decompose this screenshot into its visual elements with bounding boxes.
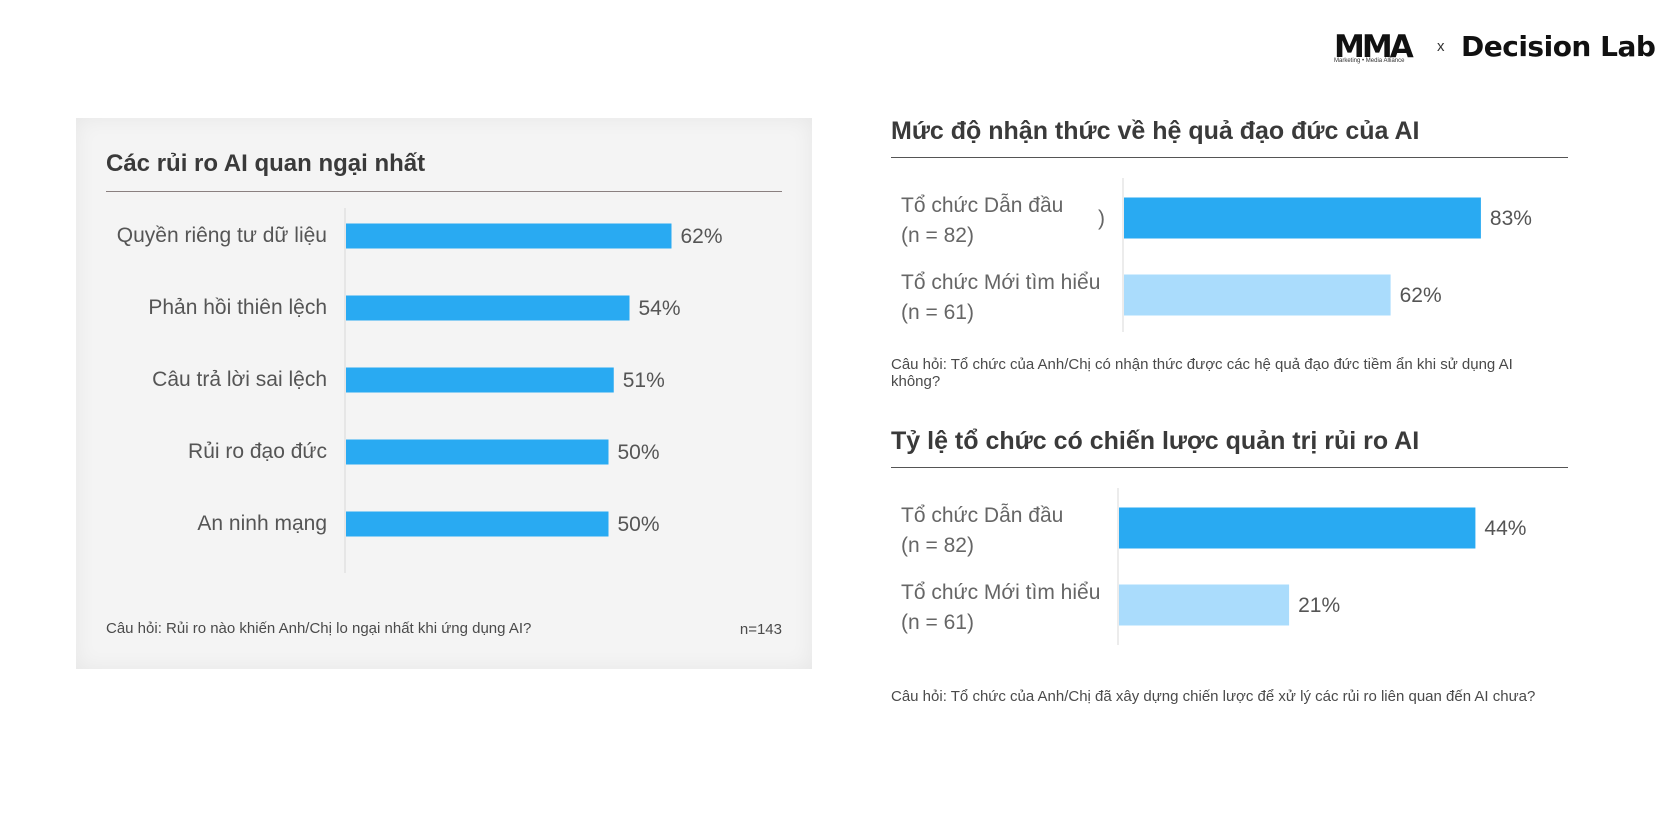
chart-title: Tỷ lệ tổ chức có chiến lược quản trị rủi… xyxy=(891,427,1420,455)
title-rule xyxy=(891,467,1568,468)
question-text: Câu hỏi: Tổ chức của Anh/Chị có nhận thứ… xyxy=(891,356,1513,390)
category-label: Tổ chức Dẫn đầu xyxy=(901,194,1063,217)
value-label: 62% xyxy=(681,225,723,248)
category-sublabel: (n = 82) xyxy=(901,534,974,557)
category-sublabel: (n = 82) xyxy=(901,224,974,247)
category-label: Câu trả lời sai lệch xyxy=(152,368,327,391)
bar xyxy=(346,367,614,393)
decision-lab-logo: Decision Lab xyxy=(1461,30,1656,63)
chart-panel-risks: Các rủi ro AI quan ngại nhất Quyền riêng… xyxy=(76,118,812,669)
category-sublabel: (n = 61) xyxy=(901,301,974,324)
value-label: 44% xyxy=(1484,517,1526,540)
risks-bar-chart: Quyền riêng tư dữ liệu 62% Phản hồi thiên … xyxy=(117,208,723,573)
bar xyxy=(346,511,609,537)
mma-logo: MMA Marketing • Media Alliance xyxy=(1334,30,1420,66)
chart-title: Các rủi ro AI quan ngại nhất xyxy=(106,150,426,177)
mma-logo-subtitle: Marketing • Media Alliance xyxy=(1334,58,1405,64)
awareness-bar-chart: Tổ chức Dẫn đầu (n = 82) 83% Tổ chức Mới tì… xyxy=(901,178,1532,332)
title-rule xyxy=(891,157,1568,158)
category-label: An ninh mạng xyxy=(197,512,327,535)
bar xyxy=(1124,274,1391,316)
category-label: Rủi ro đạo đức xyxy=(188,440,327,463)
mma-logo-text: MMA xyxy=(1334,29,1414,65)
bar xyxy=(346,295,630,321)
value-label: 54% xyxy=(639,297,681,320)
value-label: 51% xyxy=(623,369,665,392)
value-label: 50% xyxy=(618,513,660,536)
value-label: 62% xyxy=(1400,284,1442,307)
question-text: Câu hỏi: Tổ chức của Anh/Chị đã xây dựng… xyxy=(891,688,1536,705)
bar xyxy=(346,439,609,465)
value-label: 21% xyxy=(1298,594,1340,617)
question-line: không? xyxy=(891,373,941,390)
category-label: Tổ chức Mới tìm hiểu xyxy=(901,271,1100,294)
value-label: 83% xyxy=(1490,207,1532,230)
category-label: Quyền riêng tư dữ liệu xyxy=(117,224,327,247)
question-line: Câu hỏi: Tổ chức của Anh/Chị có nhận thứ… xyxy=(891,356,1513,373)
category-sublabel: (n = 61) xyxy=(901,611,974,634)
bar xyxy=(1119,507,1476,549)
bar xyxy=(346,223,672,249)
question-text: Câu hỏi: Rủi ro nào khiến Anh/Chị lo ngạ… xyxy=(106,620,532,637)
category-label: Tổ chức Mới tìm hiểu xyxy=(901,581,1100,604)
strategy-bar-chart: Tổ chức Dẫn đầu (n = 82) 44% Tổ chức Mới tì… xyxy=(901,488,1526,645)
chart-title: Mức độ nhận thức về hệ quả đạo đức của A… xyxy=(891,117,1420,145)
sample-size: n=143 xyxy=(739,621,782,638)
bar xyxy=(1119,584,1290,626)
stray-mark: ) xyxy=(1098,207,1105,230)
category-label: Phản hồi thiên lệch xyxy=(148,296,327,319)
title-rule xyxy=(106,191,782,192)
value-label: 50% xyxy=(618,441,660,464)
category-label: Tổ chức Dẫn đầu xyxy=(901,504,1063,527)
logo-separator: x xyxy=(1437,38,1445,55)
bar xyxy=(1124,197,1481,239)
